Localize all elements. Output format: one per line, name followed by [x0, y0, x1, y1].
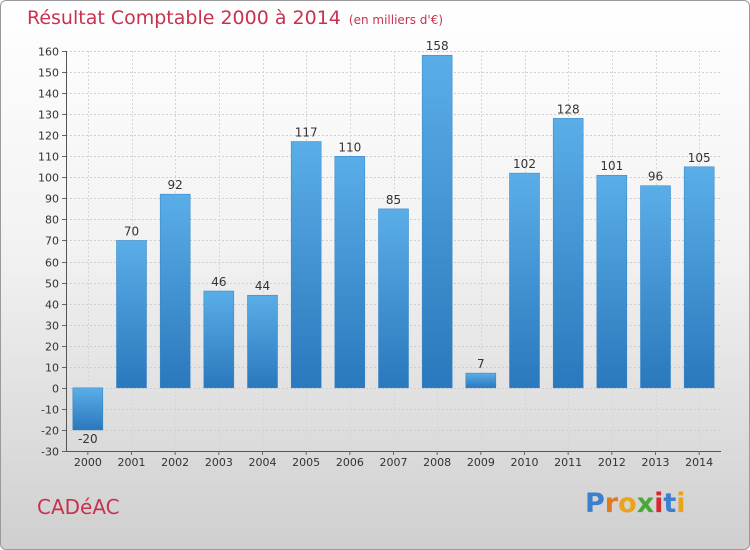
y-tick-label: 10 [45, 362, 59, 375]
logo-letter: x [636, 488, 655, 519]
y-tick-label: -10 [41, 404, 59, 417]
bar-2007 [378, 208, 409, 389]
x-tick-label-2000: 2000 [74, 456, 102, 469]
data-label-2009: 7 [477, 357, 485, 371]
bar-2006 [334, 156, 366, 389]
logo-letter: o [618, 488, 637, 519]
data-label-2006: 110 [338, 140, 361, 154]
x-tick-label-2013: 2013 [642, 456, 670, 469]
proxiti-logo: Proxiti [585, 488, 686, 519]
chart-title: Résultat Comptable 2000 à 2014 (en millie… [27, 7, 444, 29]
data-label-2010: 102 [513, 157, 536, 171]
data-label-2003: 46 [211, 275, 226, 289]
bar-2014 [683, 166, 715, 389]
bars [72, 54, 715, 431]
y-tick-label: 60 [45, 257, 59, 270]
y-tick-label: 110 [38, 151, 59, 164]
bar-2013 [640, 185, 671, 389]
data-label-2001: 70 [124, 224, 139, 238]
y-tick-label: 80 [45, 214, 59, 227]
commune-name: CADéAC [37, 495, 120, 519]
x-tick-label-2002: 2002 [161, 456, 189, 469]
bar-2003 [203, 290, 235, 389]
data-label-2002: 92 [168, 178, 183, 192]
data-label-2011: 128 [557, 102, 580, 116]
bar-2009 [465, 372, 497, 389]
bar-2000 [72, 387, 104, 431]
bar-2010 [509, 172, 540, 389]
y-tick-label: 30 [45, 320, 59, 333]
logo-letter: r [604, 488, 619, 519]
x-tick-label-2010: 2010 [511, 456, 539, 469]
chart-unit: (en milliers d'€) [348, 13, 444, 27]
y-tick-label: 130 [38, 109, 59, 122]
x-tick-label-2004: 2004 [249, 456, 277, 469]
bar-2001 [116, 240, 147, 389]
x-tick-label-2005: 2005 [292, 456, 320, 469]
x-tick-label-2003: 2003 [205, 456, 233, 469]
data-label-2004: 44 [255, 279, 270, 293]
axes [62, 51, 721, 455]
logo-letter: i [654, 488, 664, 519]
y-tick-label: 0 [52, 383, 59, 396]
y-tick-label: 100 [38, 172, 59, 185]
y-tick-label: 160 [38, 46, 59, 59]
x-tick-label-2012: 2012 [598, 456, 626, 469]
x-tick-label-2008: 2008 [423, 456, 451, 469]
bar-2012 [596, 174, 628, 389]
bar-2002 [159, 193, 191, 389]
data-label-2014: 105 [688, 151, 711, 165]
data-label-2012: 101 [600, 159, 623, 173]
logo-letter: i [676, 488, 686, 519]
logo-letter: P [585, 488, 605, 519]
y-tick-label: 70 [45, 235, 59, 248]
bar-2008 [421, 54, 453, 389]
x-tick-label-2014: 2014 [685, 456, 713, 469]
logo-letter: t [663, 488, 677, 519]
y-tick-label: 140 [38, 88, 59, 101]
x-tick-label-2006: 2006 [336, 456, 364, 469]
y-tick-label: -30 [41, 446, 59, 459]
x-tick-label-2009: 2009 [467, 456, 495, 469]
data-label-2000: -20 [78, 432, 98, 446]
data-label-2008: 158 [426, 39, 449, 53]
y-tick-label: 120 [38, 130, 59, 143]
bar-2004 [247, 294, 278, 389]
x-tick-label-2001: 2001 [118, 456, 146, 469]
y-tick-label: 20 [45, 341, 59, 354]
bar-2011 [552, 118, 584, 389]
x-tick-label-2007: 2007 [380, 456, 408, 469]
y-tick-label: 150 [38, 67, 59, 80]
data-label-2007: 85 [386, 193, 401, 207]
y-tick-label: 40 [45, 299, 59, 312]
y-tick-label: -20 [41, 425, 59, 438]
data-label-2013: 96 [648, 170, 663, 184]
y-tick-label: 50 [45, 278, 59, 291]
data-label-2005: 117 [295, 126, 318, 140]
bar-2005 [290, 141, 322, 389]
labels: -30 -20 -10 0 10 20 30 40 50 60 70 80 90 100 110 120 130… [38, 39, 713, 469]
x-tick-label-2011: 2011 [554, 456, 582, 469]
y-tick-label: 90 [45, 193, 59, 206]
